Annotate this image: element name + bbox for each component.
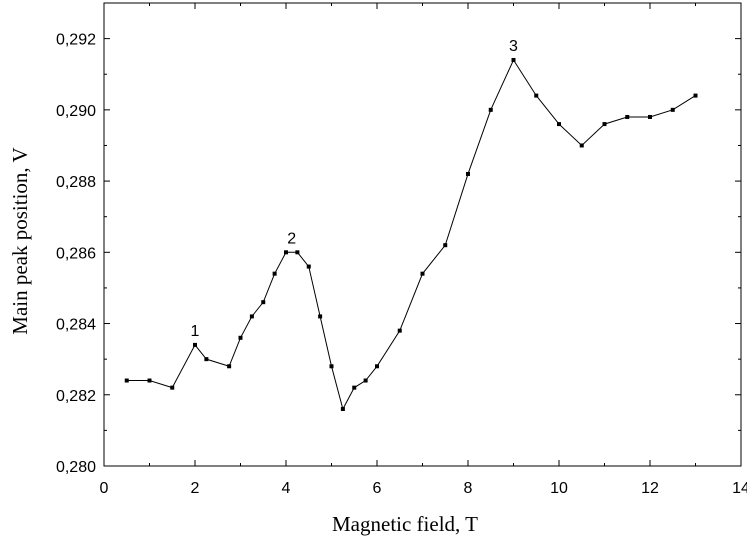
data-point — [579, 143, 584, 148]
data-point — [124, 378, 129, 383]
y-tick-label: 0,282 — [56, 388, 96, 405]
x-tick-label: 14 — [732, 480, 747, 497]
series-line — [126, 58, 696, 411]
x-tick-label: 6 — [373, 480, 382, 497]
peak-label: 3 — [509, 38, 518, 55]
data-point — [397, 328, 402, 333]
data-point — [204, 357, 209, 362]
data-point — [170, 385, 175, 390]
y-axis-title: Main peak position, V — [8, 147, 32, 334]
data-point — [227, 364, 232, 369]
y-tick-label: 0,284 — [56, 317, 96, 334]
data-point — [261, 300, 266, 305]
data-point — [272, 271, 277, 276]
data-point — [363, 378, 368, 383]
tick-labels: 0 2 4 6 8 10 12 140,2800,2820,2840,2860,2880,29… — [56, 32, 747, 497]
x-tick-label: 0 — [100, 480, 109, 497]
axis-ticks — [103, 2, 742, 467]
data-point — [670, 107, 675, 112]
data-point — [295, 250, 300, 255]
data-point — [249, 314, 254, 319]
data-point — [238, 335, 243, 340]
peak-label: 2 — [287, 230, 296, 247]
data-point — [488, 107, 493, 112]
y-tick-label: 0,292 — [56, 32, 96, 49]
data-point — [693, 93, 698, 98]
data-point — [306, 264, 311, 269]
x-tick-label: 10 — [550, 480, 568, 497]
x-tick-label: 8 — [464, 480, 473, 497]
x-tick-label: 2 — [191, 480, 200, 497]
data-point — [193, 342, 197, 347]
plot-frame — [103, 2, 742, 467]
y-tick-label: 0,280 — [56, 459, 96, 476]
data-point — [318, 314, 323, 319]
data-point — [375, 364, 379, 369]
data-point — [329, 364, 334, 369]
data-point — [420, 271, 425, 276]
data-point — [534, 93, 539, 98]
annotations: 1 2 3 — [191, 38, 519, 340]
x-axis-title: Magnetic field, T — [332, 512, 478, 536]
data-point — [557, 122, 561, 127]
y-tick-label: 0,286 — [56, 245, 96, 262]
y-tick-label: 0,290 — [56, 103, 96, 120]
data-point — [340, 407, 345, 412]
data-point — [147, 378, 152, 383]
data-points — [124, 57, 698, 412]
peak-label: 1 — [191, 323, 200, 340]
data-point — [466, 171, 470, 176]
data-point — [443, 243, 448, 248]
y-tick-label: 0,288 — [56, 174, 96, 191]
data-point — [511, 57, 516, 62]
x-tick-label: 12 — [641, 480, 659, 497]
data-point — [284, 250, 288, 255]
data-point — [648, 114, 652, 119]
data-point — [602, 122, 607, 127]
x-tick-label: 4 — [282, 480, 291, 497]
data-point — [625, 114, 630, 119]
data-point — [352, 385, 357, 390]
